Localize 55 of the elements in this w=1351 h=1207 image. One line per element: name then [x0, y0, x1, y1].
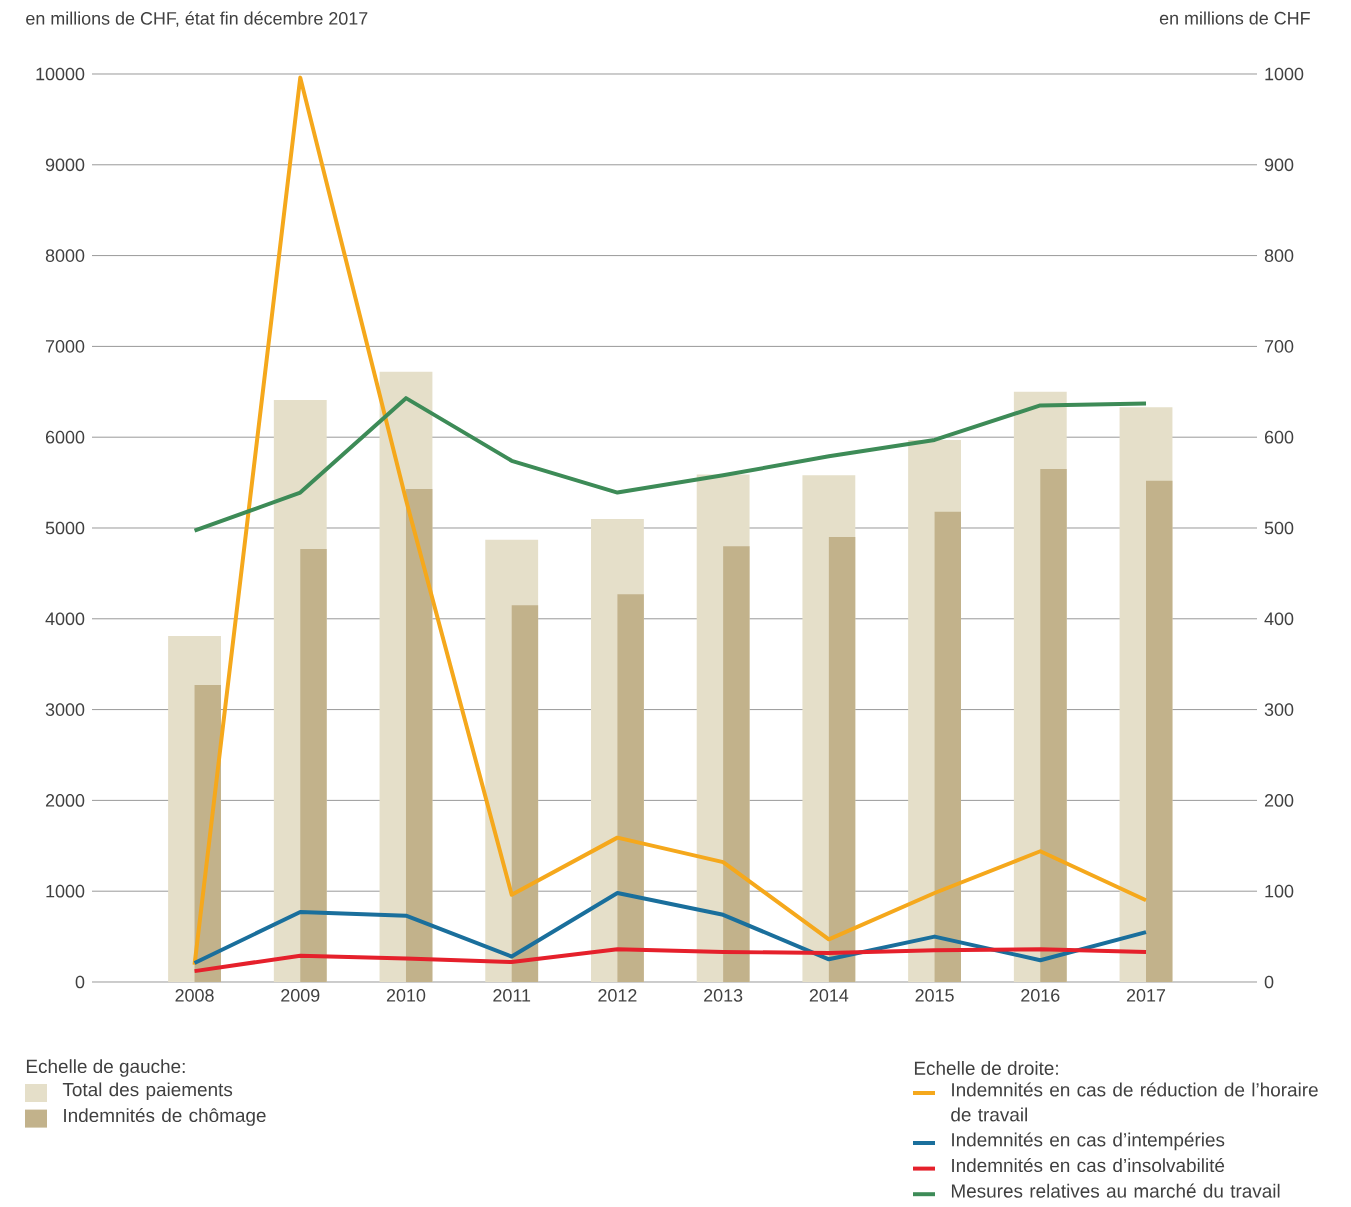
y2-tick-label: 1000 [1265, 67, 1304, 81]
x-tick-label: 2014 [809, 989, 849, 1002]
x-tick-label: 2013 [704, 989, 743, 1002]
bar [934, 511, 961, 982]
y-axis-title: en millions de CHF, état fin décembre 2017 [26, 11, 368, 27]
bar [405, 488, 433, 982]
bar [723, 546, 750, 982]
y-tick-label: 6000 [45, 430, 85, 444]
bar [300, 548, 327, 982]
legend-label: Indemnités en cas d’insolvabilité [952, 1158, 1225, 1173]
y-tick-label: 10000 [36, 67, 85, 81]
x-tick-label: 2011 [493, 989, 531, 1002]
legend-label: Indemnités en cas d’intempéries [952, 1132, 1225, 1151]
bar [617, 594, 644, 982]
x-tick-label: 2009 [281, 989, 320, 1002]
y-tick-label: 8000 [45, 249, 85, 262]
y-tick-label: 9000 [45, 158, 85, 172]
legend-label: Mesures relatives au marché du travail [951, 1183, 1280, 1198]
line-series [192, 75, 1149, 967]
line-series [192, 891, 1149, 965]
y2-tick-label: 600 [1264, 430, 1294, 444]
x-tick-label: 2012 [598, 989, 637, 1002]
text: Echelle de gauche: [26, 1059, 185, 1077]
y2-tick-label: 300 [1264, 703, 1294, 716]
y2-axis-title: en millions de CHF [1159, 11, 1310, 25]
text: Echelle de droite: [914, 1061, 1058, 1075]
y-tick-label: 3000 [45, 703, 85, 716]
y2-tick-label: 700 [1264, 340, 1294, 353]
x-tick-label: 2017 [1126, 989, 1166, 1002]
y2-tick-label: 800 [1264, 249, 1294, 262]
legend-label: Indemnités de chômage [64, 1108, 266, 1126]
y2-tick-label: 400 [1264, 612, 1294, 626]
x-tick-label: 2015 [915, 989, 954, 1002]
y2-tick-label: 200 [1264, 794, 1294, 807]
y-tick-label: 7000 [45, 340, 85, 353]
bar [511, 605, 539, 982]
y-tick-label: 0 [75, 975, 85, 989]
y2-tick-label: 500 [1264, 521, 1294, 535]
y-tick-label: 5000 [45, 521, 85, 535]
bar [1146, 480, 1173, 982]
legend-label: Total des paiements [62, 1082, 233, 1101]
bar [828, 537, 856, 982]
y2-tick-label: 0 [1264, 975, 1274, 989]
x-tick-label: 2010 [386, 989, 426, 1002]
x-tick-label: 2016 [1021, 989, 1060, 1002]
y-tick-label: 1000 [46, 884, 85, 898]
y2-tick-label: 900 [1264, 158, 1294, 172]
x-tick-label: 2008 [175, 989, 214, 1002]
y2-tick-label: 100 [1265, 884, 1294, 898]
y-tick-label: 2000 [45, 794, 85, 807]
bar [1040, 468, 1067, 982]
line-series [192, 396, 1149, 533]
y-tick-label: 4000 [45, 612, 85, 626]
legend-label: Indemnités en cas de réduction de l’horaire de travail [951, 1082, 1318, 1122]
line-series [192, 947, 1149, 974]
